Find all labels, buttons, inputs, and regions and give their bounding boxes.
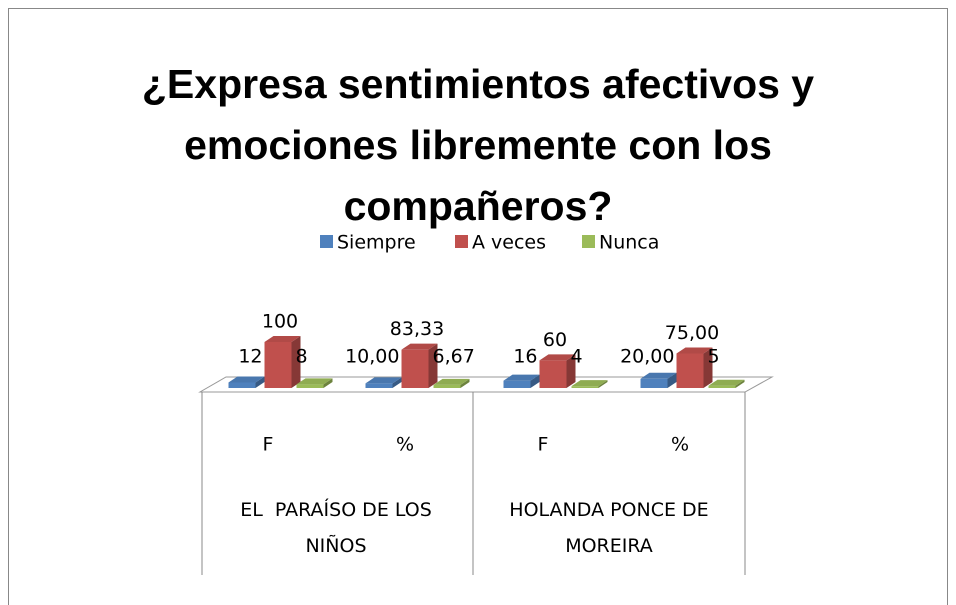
category-group-label: HOLANDA PONCE DE MOREIRA bbox=[509, 499, 715, 557]
bar-side bbox=[530, 374, 540, 388]
bar bbox=[539, 360, 567, 388]
data-label: 8 bbox=[296, 346, 308, 368]
bar-top bbox=[708, 379, 745, 386]
legend-label: Siempre bbox=[337, 232, 416, 254]
bar bbox=[228, 382, 256, 388]
bar-side bbox=[255, 376, 265, 388]
data-label: 75,00 bbox=[665, 322, 719, 344]
x-tick-label: F bbox=[263, 434, 274, 456]
bar-top bbox=[640, 372, 677, 379]
bar-side bbox=[428, 343, 438, 388]
bar-top bbox=[676, 347, 713, 354]
data-label: 100 bbox=[262, 311, 298, 333]
bar-side bbox=[735, 379, 745, 388]
bar-top bbox=[264, 336, 301, 342]
bar bbox=[503, 380, 531, 388]
bar-side bbox=[323, 378, 333, 388]
bar bbox=[365, 383, 393, 388]
data-label: 6,67 bbox=[433, 346, 475, 368]
data-label: 5 bbox=[708, 346, 720, 368]
bar-side bbox=[598, 380, 608, 388]
bar-side bbox=[667, 372, 677, 388]
legend-swatch bbox=[320, 235, 333, 248]
chart-border bbox=[8, 8, 948, 605]
bar bbox=[264, 342, 292, 388]
floor bbox=[198, 376, 774, 393]
bar-top bbox=[401, 343, 438, 350]
bar-top bbox=[296, 378, 333, 385]
bar-side bbox=[291, 336, 301, 388]
bar-top bbox=[571, 380, 608, 387]
bar-top bbox=[365, 377, 402, 384]
data-label: 83,33 bbox=[390, 318, 444, 340]
legend-label: Nunca bbox=[599, 232, 659, 254]
data-label: 12 bbox=[238, 346, 262, 368]
bar-side bbox=[703, 347, 713, 388]
data-label: 20,00 bbox=[620, 346, 674, 368]
bar-top bbox=[228, 376, 265, 383]
bar bbox=[296, 384, 324, 388]
bar bbox=[571, 386, 599, 388]
bar-top bbox=[433, 378, 470, 385]
bar-side bbox=[566, 354, 576, 388]
category-group-label: EL PARAÍSO DE LOS NIÑOS bbox=[240, 499, 438, 557]
chart-title: ¿Expresa sentimientos afectivos y emocio… bbox=[141, 61, 815, 229]
bar bbox=[708, 385, 736, 388]
legend-swatch bbox=[582, 235, 595, 248]
bar-side bbox=[392, 377, 402, 388]
x-tick-label: % bbox=[396, 434, 414, 456]
data-label: 10,00 bbox=[345, 346, 399, 368]
x-tick-label: % bbox=[671, 434, 689, 456]
bar-top bbox=[539, 354, 576, 361]
bar bbox=[433, 384, 461, 388]
data-label: 16 bbox=[513, 346, 537, 368]
data-label: 4 bbox=[571, 346, 583, 368]
bar bbox=[640, 378, 668, 388]
bar-top bbox=[503, 374, 540, 381]
legend-swatch bbox=[455, 235, 468, 248]
legend-label: A veces bbox=[472, 232, 546, 254]
bar bbox=[401, 349, 429, 388]
data-label: 60 bbox=[543, 329, 567, 351]
bar-side bbox=[460, 378, 470, 388]
bar bbox=[676, 353, 704, 388]
x-tick-label: F bbox=[538, 434, 549, 456]
